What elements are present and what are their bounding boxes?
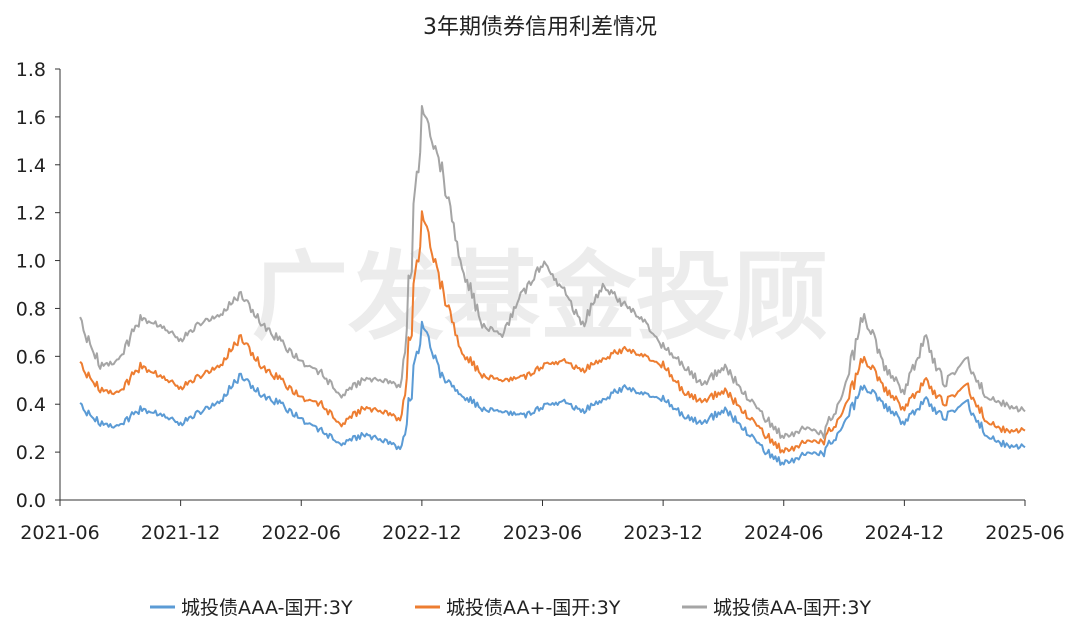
x-tick-label: 2024-06: [744, 522, 823, 544]
x-tick-label: 2022-06: [262, 522, 341, 544]
y-tick-label: 1.6: [16, 107, 46, 129]
watermark-text: 广发基金投顾: [252, 241, 828, 353]
series-line-3: [79, 105, 1026, 440]
legend: 城投债AAA-国开:3Y 城投债AA+-国开:3Y 城投债AA-国开:3Y: [150, 597, 871, 619]
y-tick-label: 1.0: [16, 251, 46, 273]
x-tick-label: 2025-06: [985, 522, 1064, 544]
chart-title: 3年期债券信用利差情况: [423, 15, 657, 40]
axes-layer: 0.0 0.2 0.4 0.6 0.8 1.0 1.2 1.4 1.6 1.8 2021-06 202…: [16, 59, 1065, 544]
x-tick-label: 2021-06: [20, 522, 99, 544]
x-tick-label: 2023-12: [623, 522, 702, 544]
y-tick-label: 1.4: [16, 155, 46, 177]
x-tick-label: 2021-12: [141, 522, 220, 544]
legend-label: 城投债AA+-国开:3Y: [446, 597, 621, 619]
series-line-2: [79, 210, 1026, 454]
x-tick-label: 2024-12: [865, 522, 944, 544]
series-layer: [79, 105, 1026, 466]
y-tick-label: 0.6: [16, 346, 46, 368]
y-tick-label: 1.2: [16, 203, 46, 225]
series-line-1: [79, 320, 1026, 466]
legend-item-1: 城投债AAA-国开:3Y: [150, 597, 353, 619]
y-tick-label: 0.2: [16, 442, 46, 464]
legend-label: 城投债AAA-国开:3Y: [181, 597, 353, 619]
legend-item-2: 城投债AA+-国开:3Y: [415, 597, 621, 619]
legend-label: 城投债AA-国开:3Y: [713, 597, 871, 619]
y-tick-label: 0.4: [16, 394, 46, 416]
y-tick-label: 0.0: [16, 490, 46, 512]
y-tick-label: 1.8: [16, 59, 46, 81]
legend-item-3: 城投债AA-国开:3Y: [682, 597, 871, 619]
x-tick-label: 2022-12: [382, 522, 461, 544]
y-tick-label: 0.8: [16, 298, 46, 320]
x-tick-label: 2023-06: [503, 522, 582, 544]
